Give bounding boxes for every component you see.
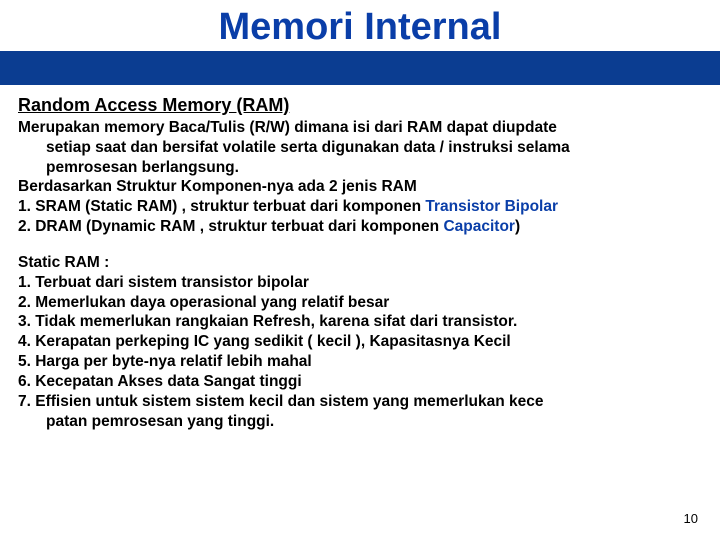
line: 1. SRAM (Static RAM) , struktur terbuat … bbox=[18, 198, 425, 215]
line: 5. Harga per byte-nya relatif lebih maha… bbox=[18, 353, 312, 370]
page-number: 10 bbox=[684, 511, 698, 526]
paragraph-ram-desc: Merupakan memory Baca/Tulis (R/W) dimana… bbox=[18, 118, 702, 237]
line: Merupakan memory Baca/Tulis (R/W) dimana… bbox=[18, 119, 557, 136]
line: 1. Terbuat dari sistem transistor bipola… bbox=[18, 274, 309, 291]
paragraph-static-ram: Static RAM : 1. Terbuat dari sistem tran… bbox=[18, 253, 702, 431]
line: 3. Tidak memerlukan rangkaian Refresh, k… bbox=[18, 313, 517, 330]
line: Berdasarkan Struktur Komponen-nya ada 2 … bbox=[18, 178, 417, 195]
line: 6. Kecepatan Akses data Sangat tinggi bbox=[18, 373, 302, 390]
slide-title: Memori Internal bbox=[219, 6, 502, 49]
line: 2. Memerlukan daya operasional yang rela… bbox=[18, 294, 389, 311]
line: 7. Effisien untuk sistem sistem kecil da… bbox=[18, 393, 544, 410]
line: pemrosesan berlangsung. bbox=[18, 158, 702, 178]
line: Static RAM : bbox=[18, 254, 109, 271]
title-area: Memori Internal bbox=[0, 0, 720, 49]
header-bar bbox=[0, 51, 720, 85]
section-heading: Random Access Memory (RAM) bbox=[18, 95, 702, 116]
highlight-capacitor: Capacitor bbox=[443, 218, 515, 235]
highlight-transistor: Transistor Bipolar bbox=[425, 198, 558, 215]
line: patan pemrosesan yang tinggi. bbox=[18, 412, 702, 432]
line: ) bbox=[515, 218, 520, 235]
content-area: Random Access Memory (RAM) Merupakan mem… bbox=[0, 85, 720, 431]
line: setiap saat dan bersifat volatile serta … bbox=[18, 138, 702, 158]
line: 2. DRAM (Dynamic RAM , struktur terbuat … bbox=[18, 218, 443, 235]
line: 4. Kerapatan perkeping IC yang sedikit (… bbox=[18, 333, 511, 350]
